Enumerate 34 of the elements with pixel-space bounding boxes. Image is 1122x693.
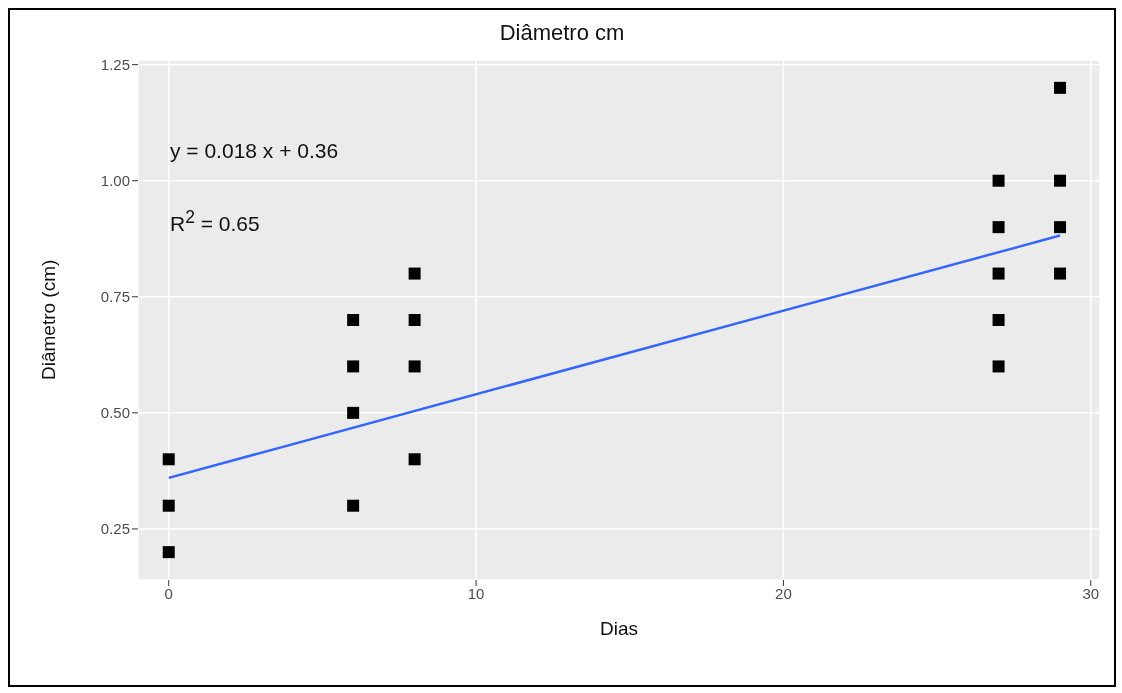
x-tick-label: 20 [775, 584, 792, 602]
point [992, 221, 1005, 234]
point [408, 267, 421, 280]
point [992, 174, 1005, 187]
point [1054, 221, 1067, 234]
point [992, 360, 1005, 373]
point [408, 360, 421, 373]
y-tick-label: 1.25 [100, 55, 130, 73]
x-tick-label: 30 [1082, 584, 1100, 602]
y-tick-label: 1.00 [100, 172, 130, 190]
y-tick-label: 0.75 [100, 288, 130, 306]
x-tick-label: 0 [164, 584, 173, 602]
x-tick-label: 10 [467, 584, 485, 602]
x-axis-title: Dias [599, 618, 639, 639]
annotation: R$^{2}$ = 0.65 [170, 206, 261, 237]
y-tick-label: 0.25 [100, 520, 130, 538]
point [162, 546, 175, 559]
point [162, 499, 175, 512]
point [408, 453, 421, 466]
point [408, 314, 421, 326]
point [162, 453, 175, 466]
point [347, 499, 360, 512]
point [1054, 174, 1067, 187]
point [1054, 81, 1067, 94]
annotation: y = 0.018 x + 0.36 [170, 138, 339, 164]
point [347, 360, 360, 373]
y-tick-label: 0.50 [100, 404, 130, 422]
point [347, 406, 360, 419]
point [992, 314, 1005, 326]
chart-title: Diâmetro cm [498, 20, 626, 46]
point [347, 314, 360, 326]
point [992, 267, 1005, 280]
y-axis-title: Diâmetro (cm) [37, 259, 59, 380]
point [1054, 267, 1067, 280]
